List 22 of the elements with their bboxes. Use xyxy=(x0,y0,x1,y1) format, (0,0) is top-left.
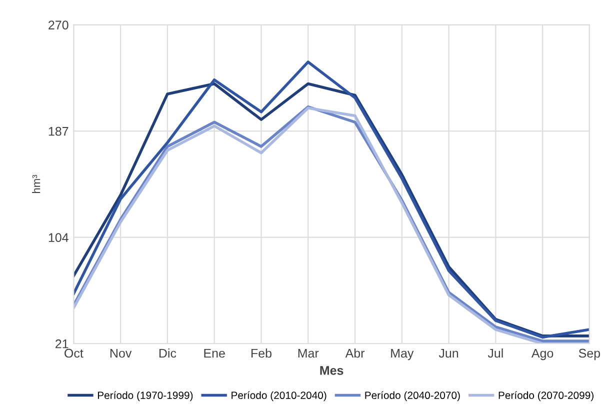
legend-label: Período (2070-2099) xyxy=(498,391,594,402)
legend-label: Período (2010-2040) xyxy=(232,391,326,402)
y-tick-label: 21 xyxy=(56,339,68,348)
legend-label: Período (2040-2070) xyxy=(365,391,460,402)
legend-label: Período (1970-1999) xyxy=(98,391,193,402)
x-tick-label: Ago xyxy=(531,348,554,360)
x-tick-label: Mar xyxy=(298,348,319,358)
x-tick-label: May xyxy=(391,348,414,360)
x-tick-label: Jun xyxy=(438,348,458,358)
x-tick-label: Feb xyxy=(251,348,272,358)
x-tick-label: Ene xyxy=(204,348,225,358)
x-tick-label: Oct xyxy=(64,348,84,358)
x-tick-label: Dic xyxy=(159,348,176,358)
x-tick-label: Jul xyxy=(488,348,503,358)
y-tick-label: 270 xyxy=(48,20,68,30)
x-axis-title: Mes xyxy=(320,366,344,375)
x-tick-label: Nov xyxy=(110,348,132,358)
x-tick-label: Sep xyxy=(578,348,600,360)
y-tick-label: 104 xyxy=(48,233,68,242)
y-axis-title: hm³ xyxy=(32,174,40,194)
x-tick-label: Abr xyxy=(345,348,365,358)
y-tick-label: 187 xyxy=(48,126,68,136)
